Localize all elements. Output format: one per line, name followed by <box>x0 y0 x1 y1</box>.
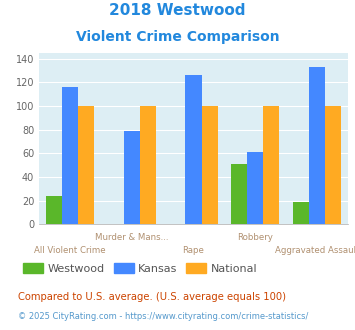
Text: 2018 Westwood: 2018 Westwood <box>109 3 246 18</box>
Bar <box>293 202 309 224</box>
Bar <box>124 131 140 224</box>
Bar <box>325 106 341 224</box>
Bar <box>185 75 202 224</box>
Text: Rape: Rape <box>182 246 204 255</box>
Bar <box>309 67 325 224</box>
Legend: Westwood, Kansas, National: Westwood, Kansas, National <box>23 263 257 274</box>
Bar <box>247 152 263 224</box>
Text: Robbery: Robbery <box>237 233 273 242</box>
Bar <box>140 106 156 224</box>
Text: Violent Crime Comparison: Violent Crime Comparison <box>76 30 279 44</box>
Bar <box>46 196 62 224</box>
Bar <box>62 87 78 224</box>
Text: Aggravated Assault: Aggravated Assault <box>275 246 355 255</box>
Bar <box>78 106 94 224</box>
Text: Murder & Mans...: Murder & Mans... <box>95 233 169 242</box>
Text: © 2025 CityRating.com - https://www.cityrating.com/crime-statistics/: © 2025 CityRating.com - https://www.city… <box>18 312 308 321</box>
Bar <box>263 106 279 224</box>
Text: All Violent Crime: All Violent Crime <box>34 246 106 255</box>
Text: Compared to U.S. average. (U.S. average equals 100): Compared to U.S. average. (U.S. average … <box>18 292 286 302</box>
Bar <box>202 106 218 224</box>
Bar <box>231 164 247 224</box>
